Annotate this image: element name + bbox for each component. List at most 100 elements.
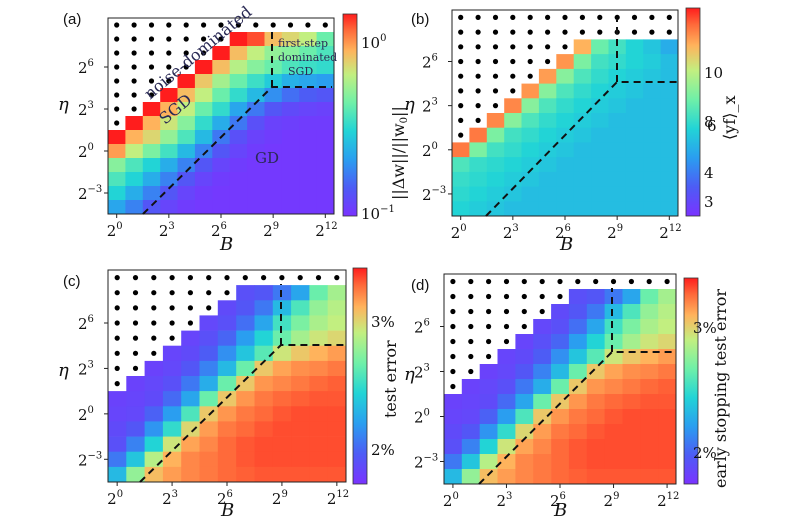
x-tick-label: 20 <box>443 491 459 510</box>
diverged-marker <box>114 22 120 28</box>
heatmap-cell <box>194 158 213 173</box>
heatmap-cell <box>551 349 570 365</box>
heatmap-cell <box>177 88 196 103</box>
heatmap-cell <box>586 454 605 470</box>
dashed-boundary-c <box>139 284 346 483</box>
heatmap-cell <box>515 454 534 470</box>
diverged-marker <box>315 275 322 281</box>
heatmap-cells-d <box>444 278 677 485</box>
heatmap-cell <box>272 406 292 422</box>
panel-a: (a) noise-dominated SGD GD first-step do… <box>58 2 410 255</box>
heatmap-cell <box>622 409 641 425</box>
diverged-marker <box>486 278 492 285</box>
heatmap-cell <box>108 130 126 145</box>
diverged-marker <box>148 64 155 70</box>
diverged-marker <box>151 275 157 281</box>
heatmap-cell <box>199 345 219 362</box>
heatmap-cell <box>568 469 588 485</box>
heatmap-cell <box>212 186 231 201</box>
heatmap-cell <box>264 158 283 173</box>
diverged-marker <box>579 29 586 35</box>
diverged-marker <box>218 36 224 42</box>
heatmap-cell <box>108 451 127 468</box>
heatmap-cell <box>254 466 274 483</box>
diverged-marker <box>187 275 193 281</box>
heatmap-cell <box>497 409 516 425</box>
heatmap-cell <box>142 116 161 131</box>
heatmap-cell <box>658 334 677 350</box>
heatmap-cell <box>247 32 265 47</box>
y-tick-label: 23 <box>414 363 430 382</box>
heatmap-cell <box>551 319 570 335</box>
heatmap-cell <box>479 409 498 425</box>
heatmap-cell <box>291 421 310 437</box>
heatmap-cell <box>604 394 623 410</box>
heatmap-cell <box>125 144 144 159</box>
diverged-marker <box>148 50 155 56</box>
diverged-marker <box>557 293 563 300</box>
heatmap-cell <box>291 451 310 468</box>
heatmap-cell <box>212 102 231 117</box>
diverged-marker <box>279 275 285 281</box>
heatmap-cell <box>316 74 335 89</box>
heatmap-cell <box>309 360 329 377</box>
heatmap-cell <box>199 466 219 483</box>
heatmap-cell <box>486 157 505 173</box>
heatmap-cell <box>299 32 317 47</box>
diverged-marker <box>486 338 492 345</box>
colorbar-label-b: ⟨yf⟩_x <box>720 96 739 140</box>
colorbar-label-a: ||Δw||/||w0|| <box>389 106 410 200</box>
diverged-marker <box>187 320 193 326</box>
heatmap-cell <box>586 409 605 425</box>
heatmap-cell <box>281 116 300 131</box>
heatmap-cell <box>272 315 292 331</box>
heatmap-cell <box>643 83 661 99</box>
heatmap-cell <box>660 186 679 202</box>
diverged-marker <box>646 278 652 285</box>
heatmap-cell <box>247 60 265 75</box>
heatmap-cell <box>573 157 592 173</box>
heatmap-cell <box>658 349 677 365</box>
heatmap-cell <box>504 186 522 202</box>
heatmap-cell <box>643 127 661 143</box>
diverged-marker <box>114 92 120 98</box>
heatmap-cell <box>236 345 255 362</box>
heatmap-cell <box>108 186 126 201</box>
diverged-marker <box>475 103 481 109</box>
heatmap-cell <box>108 466 127 483</box>
diverged-marker <box>287 22 294 28</box>
heatmap-cell <box>272 466 292 483</box>
diverged-marker <box>131 106 137 112</box>
heatmap-cell <box>299 60 317 75</box>
heatmap-cell <box>229 130 248 145</box>
heatmap-cell <box>625 127 644 143</box>
heatmap-cell <box>177 144 196 159</box>
heatmap-cell <box>108 200 126 215</box>
diverged-marker <box>475 88 481 94</box>
heatmap-cell <box>316 60 335 75</box>
diverged-marker <box>450 278 456 285</box>
diverged-marker <box>562 44 568 50</box>
x-tick-label: 212 <box>659 223 681 242</box>
diverged-marker <box>579 14 586 20</box>
diverged-marker <box>148 22 155 28</box>
diverged-marker <box>503 308 510 315</box>
heatmap-cell <box>142 102 161 117</box>
heatmap-cell <box>515 409 534 425</box>
heatmap-cell <box>272 360 292 377</box>
heatmap-cell <box>643 39 661 55</box>
heatmap-cell <box>622 469 641 485</box>
heatmap-cell <box>658 469 677 485</box>
diverged-marker <box>187 290 193 296</box>
x-tick-label: 20 <box>451 223 467 242</box>
heatmap-cell <box>521 171 540 187</box>
diverged-marker <box>169 320 175 326</box>
diverged-marker <box>166 36 172 42</box>
heatmap-cell <box>586 379 605 395</box>
diverged-marker <box>475 73 481 79</box>
heatmap-cell <box>162 466 182 483</box>
diverged-marker <box>666 14 672 20</box>
heatmap-cell <box>281 186 300 201</box>
heatmap-cell <box>108 144 126 159</box>
heatmap-cell <box>658 379 677 395</box>
